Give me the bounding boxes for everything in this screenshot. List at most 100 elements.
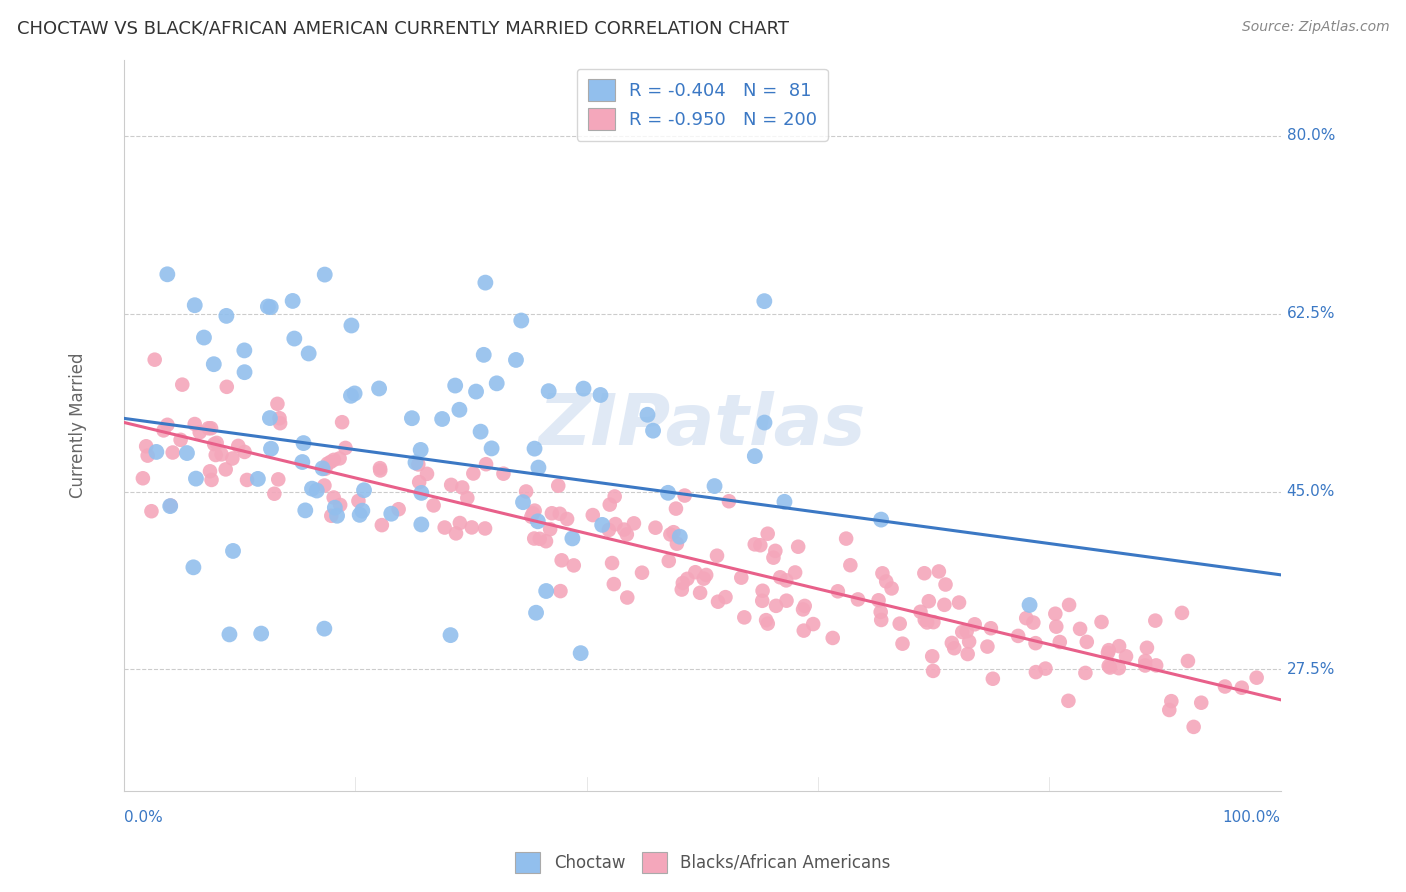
Point: [465, 384, 488, 399]
Point: [291, 455, 314, 469]
Point: [605, 517, 627, 532]
Point: [641, 424, 664, 438]
Point: [668, 530, 690, 544]
Point: [755, 613, 778, 627]
Point: [347, 494, 370, 508]
Point: [685, 566, 707, 580]
Point: [474, 276, 496, 290]
Point: [775, 593, 797, 607]
Point: [1025, 636, 1047, 650]
Point: [461, 520, 484, 534]
Point: [693, 572, 716, 586]
Point: [401, 411, 423, 425]
Point: [283, 332, 305, 346]
Point: [889, 616, 911, 631]
Point: [292, 436, 315, 450]
Point: [717, 494, 740, 508]
Point: [756, 616, 779, 631]
Point: [215, 462, 238, 476]
Point: [915, 615, 938, 630]
Point: [703, 479, 725, 493]
Point: [233, 365, 256, 379]
Point: [733, 610, 755, 624]
Legend: R = -0.404   N =  81, R = -0.950   N = 200: R = -0.404 N = 81, R = -0.950 N = 200: [576, 69, 828, 141]
Point: [754, 416, 776, 430]
Point: [744, 537, 766, 551]
Point: [659, 527, 682, 541]
Point: [1076, 635, 1098, 649]
Point: [603, 490, 626, 504]
Point: [329, 498, 352, 512]
Point: [520, 509, 543, 524]
Point: [591, 517, 613, 532]
Point: [422, 499, 444, 513]
Point: [352, 504, 374, 518]
Point: [763, 544, 786, 558]
Point: [928, 565, 950, 579]
Point: [637, 408, 659, 422]
Point: [405, 455, 427, 469]
Point: [202, 357, 225, 371]
Point: [211, 447, 233, 461]
Point: [156, 417, 179, 432]
Point: [449, 516, 471, 530]
Point: [793, 624, 815, 638]
Point: [1133, 658, 1156, 673]
Point: [183, 560, 205, 574]
Point: [555, 512, 578, 526]
Point: [689, 586, 711, 600]
Point: [1108, 661, 1130, 675]
Point: [523, 532, 546, 546]
Point: [463, 467, 485, 481]
Point: [322, 453, 344, 467]
Point: [444, 378, 467, 392]
Point: [1015, 611, 1038, 625]
Point: [751, 583, 773, 598]
Point: [616, 527, 638, 541]
Point: [1057, 694, 1080, 708]
Point: [1022, 615, 1045, 630]
Point: [547, 479, 569, 493]
Point: [981, 672, 1004, 686]
Point: [183, 417, 205, 431]
Point: [1135, 654, 1157, 668]
Point: [222, 544, 245, 558]
Point: [449, 402, 471, 417]
Point: [263, 486, 285, 500]
Point: [250, 626, 273, 640]
Point: [233, 445, 256, 459]
Point: [529, 532, 551, 546]
Point: [835, 532, 858, 546]
Point: [294, 503, 316, 517]
Point: [411, 517, 433, 532]
Point: [259, 411, 281, 425]
Point: [340, 389, 363, 403]
Point: [569, 646, 592, 660]
Point: [527, 460, 550, 475]
Point: [329, 451, 352, 466]
Point: [631, 566, 654, 580]
Point: [145, 445, 167, 459]
Point: [512, 495, 534, 509]
Point: [963, 617, 986, 632]
Point: [522, 506, 544, 520]
Point: [368, 461, 391, 475]
Point: [368, 382, 391, 396]
Point: [1098, 643, 1121, 657]
Point: [676, 572, 699, 586]
Point: [269, 411, 291, 425]
Point: [1069, 622, 1091, 636]
Point: [335, 441, 357, 455]
Point: [266, 397, 288, 411]
Point: [260, 300, 283, 314]
Point: [918, 594, 941, 608]
Point: [316, 457, 339, 471]
Point: [368, 463, 391, 477]
Point: [269, 416, 291, 430]
Point: [326, 508, 349, 523]
Point: [1213, 680, 1236, 694]
Point: [353, 483, 375, 498]
Text: 45.0%: 45.0%: [1286, 484, 1334, 499]
Point: [371, 518, 394, 533]
Point: [524, 606, 547, 620]
